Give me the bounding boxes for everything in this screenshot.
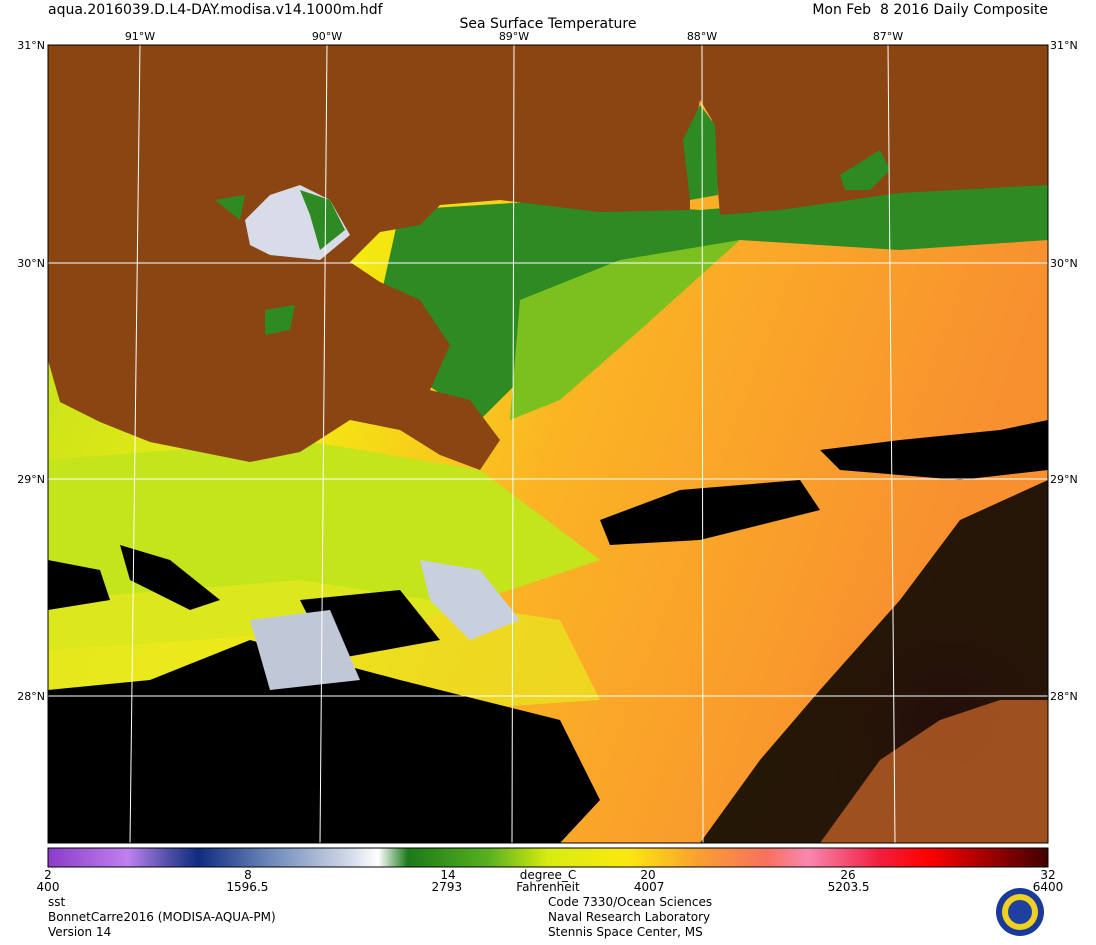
footer-left: BonnetCarre2016 (MODISA-AQUA-PM) bbox=[48, 910, 276, 924]
lat-label: 29°N bbox=[1050, 473, 1078, 486]
colorbar-tick-label: 32 bbox=[1040, 868, 1055, 882]
nrl-logo bbox=[996, 888, 1044, 936]
colorbar-tick-label: 14 bbox=[440, 868, 455, 882]
lat-label: 31°N bbox=[17, 39, 45, 52]
map-title: Sea Surface Temperature bbox=[460, 16, 637, 32]
colorbar-f-tick-label: 5203.5 bbox=[828, 880, 870, 894]
lat-label: 30°N bbox=[17, 257, 45, 270]
footer-left: Version 14 bbox=[48, 925, 111, 939]
footer-left: sst bbox=[48, 895, 66, 909]
footer-right: Naval Research Laboratory bbox=[548, 910, 710, 924]
colorbar-f-tick-label: 400 bbox=[37, 880, 60, 894]
lat-label: 29°N bbox=[17, 473, 45, 486]
colorbar-f-tick-label: 4007 bbox=[634, 880, 665, 894]
footer-right: Stennis Space Center, MS bbox=[548, 925, 703, 939]
footer-right: Code 7330/Ocean Sciences bbox=[548, 895, 712, 909]
lon-label: 89°W bbox=[499, 30, 529, 43]
colorbar-tick-label: 26 bbox=[840, 868, 855, 882]
lon-label: 91°W bbox=[125, 30, 155, 43]
unit-celsius: degree_C bbox=[520, 868, 576, 882]
lon-label: 90°W bbox=[312, 30, 342, 43]
colorbar-f-tick-label: 2793 bbox=[432, 880, 463, 894]
lon-label: 87°W bbox=[873, 30, 903, 43]
file-name: aqua.2016039.D.L4-DAY.modisa.v14.1000m.h… bbox=[48, 2, 384, 18]
unit-fahrenheit: Fahrenheit bbox=[516, 880, 580, 894]
colorbar-f-tick-label: 1596.5 bbox=[226, 880, 268, 894]
lat-label: 28°N bbox=[1050, 690, 1078, 703]
colorbar-tick-label: 2 bbox=[44, 868, 52, 882]
lat-label: 30°N bbox=[1050, 257, 1078, 270]
colorbar-f-tick-label: 6400 bbox=[1033, 880, 1064, 894]
colorbar-tick-label: 20 bbox=[640, 868, 655, 882]
colorbar-tick-label: 8 bbox=[244, 868, 252, 882]
lon-label: 88°W bbox=[687, 30, 717, 43]
colorbar bbox=[47, 847, 1049, 868]
lat-label: 28°N bbox=[17, 690, 45, 703]
date-label: Mon Feb 8 2016 Daily Composite bbox=[812, 2, 1048, 18]
sst-map bbox=[48, 45, 1048, 843]
lat-label: 31°N bbox=[1050, 39, 1078, 52]
